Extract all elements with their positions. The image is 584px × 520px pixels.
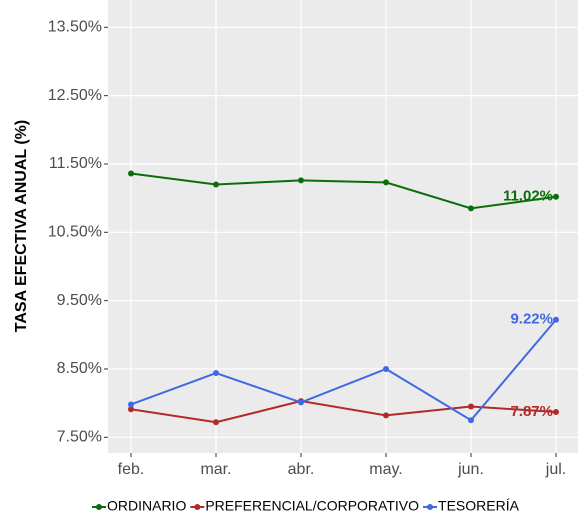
y-tick-label: 11.50% xyxy=(49,155,102,172)
y-tick-label: 10.50% xyxy=(48,224,102,241)
point xyxy=(468,205,474,212)
x-tick-label: jun. xyxy=(457,461,484,478)
point xyxy=(213,181,219,188)
x-tick-label: feb. xyxy=(118,461,145,478)
point xyxy=(213,419,219,426)
point xyxy=(553,193,559,200)
y-tick-label: 7.50% xyxy=(57,429,102,446)
point xyxy=(128,170,134,177)
point xyxy=(468,403,474,410)
point xyxy=(468,417,474,424)
y-tick-label: 13.50% xyxy=(48,19,102,36)
point xyxy=(383,179,389,186)
series-line xyxy=(130,172,557,210)
point xyxy=(553,316,559,323)
point xyxy=(213,370,219,377)
x-tick-label: jul. xyxy=(545,461,566,478)
point xyxy=(298,399,304,406)
point xyxy=(298,177,304,184)
point xyxy=(128,406,134,413)
point xyxy=(128,401,134,408)
legend-label: ORDINARIO xyxy=(107,498,186,514)
legend-key xyxy=(96,504,102,510)
value-label: 11.02% xyxy=(503,188,553,205)
x-tick-label: abr. xyxy=(288,461,315,478)
x-tick-label: may. xyxy=(369,461,402,478)
point xyxy=(553,409,559,416)
panel xyxy=(108,0,578,453)
y-tick-label: 12.50% xyxy=(48,87,102,104)
legend-key xyxy=(427,504,434,510)
value-label: 9.22% xyxy=(510,311,553,328)
legend-label: PREFERENCIAL/CORPORATIVO xyxy=(205,498,419,514)
point xyxy=(383,365,389,372)
legend-label: TESORERÍA xyxy=(438,498,520,514)
point xyxy=(383,412,389,419)
legend-key xyxy=(194,504,201,510)
value-label: 7.87% xyxy=(510,403,553,420)
y-axis-title: TASA EFECTIVA ANUAL (%) xyxy=(13,120,30,332)
y-tick-label: 8.50% xyxy=(57,360,102,377)
series-line xyxy=(130,400,557,424)
x-tick-label: mar. xyxy=(200,461,231,478)
y-tick-label: 9.50% xyxy=(57,292,102,309)
series-line xyxy=(130,319,557,422)
